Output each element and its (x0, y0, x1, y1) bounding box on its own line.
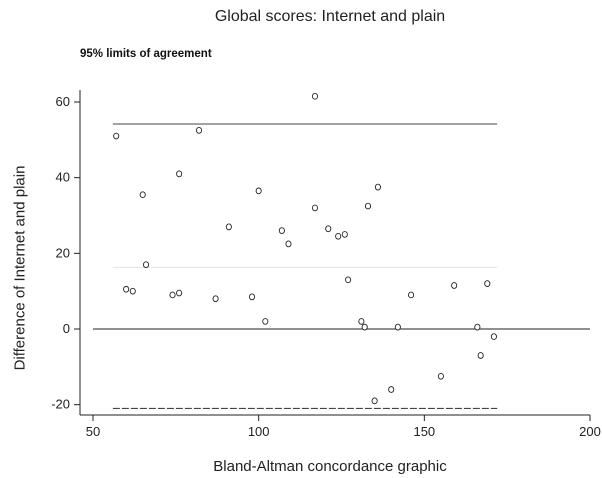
data-point (195, 127, 203, 134)
data-point (374, 183, 381, 191)
data-point (285, 240, 292, 248)
y-tick-label: 40 (56, 170, 70, 185)
data-point (345, 276, 352, 284)
data-point (477, 352, 484, 359)
data-point (176, 170, 183, 178)
data-point (212, 295, 219, 303)
data-point (371, 397, 378, 405)
y-tick-label: 60 (56, 94, 70, 109)
x-tick-label: 150 (413, 424, 435, 439)
data-point (335, 232, 342, 240)
data-point (451, 282, 458, 289)
y-tick-label: 0 (63, 321, 70, 336)
data-point (311, 92, 319, 100)
x-tick-label: 50 (86, 424, 100, 439)
data-point (437, 372, 444, 380)
x-tick-label: 100 (248, 424, 270, 439)
data-point (341, 231, 348, 238)
data-point (364, 202, 372, 210)
y-tick-label: 20 (56, 245, 70, 260)
data-point (255, 187, 262, 195)
data-point (394, 323, 401, 331)
data-point (129, 287, 136, 295)
data-point (490, 333, 497, 340)
x-tick-label: 200 (579, 424, 601, 439)
data-point (388, 386, 395, 393)
chart-title: Global scores: Internet and plain (214, 8, 446, 25)
data-point (225, 223, 232, 231)
data-point (176, 289, 183, 297)
data-point (358, 318, 365, 325)
data-point (408, 291, 415, 299)
data-point (474, 323, 481, 331)
data-point (278, 227, 285, 234)
data-point (139, 191, 146, 199)
data-point (262, 318, 269, 325)
data-point (113, 132, 120, 140)
data-point (311, 204, 319, 212)
data-point (169, 291, 176, 299)
data-point (142, 261, 150, 269)
x-axis-label: Bland-Altman concordance graphic (213, 458, 447, 475)
data-point (325, 225, 332, 233)
y-tick-label: -20 (51, 397, 70, 412)
chart-subtitle: 95% limits of agreement (80, 48, 212, 60)
data-point (248, 293, 256, 301)
data-point (123, 285, 130, 293)
data-point (361, 323, 368, 331)
data-point (484, 280, 491, 287)
